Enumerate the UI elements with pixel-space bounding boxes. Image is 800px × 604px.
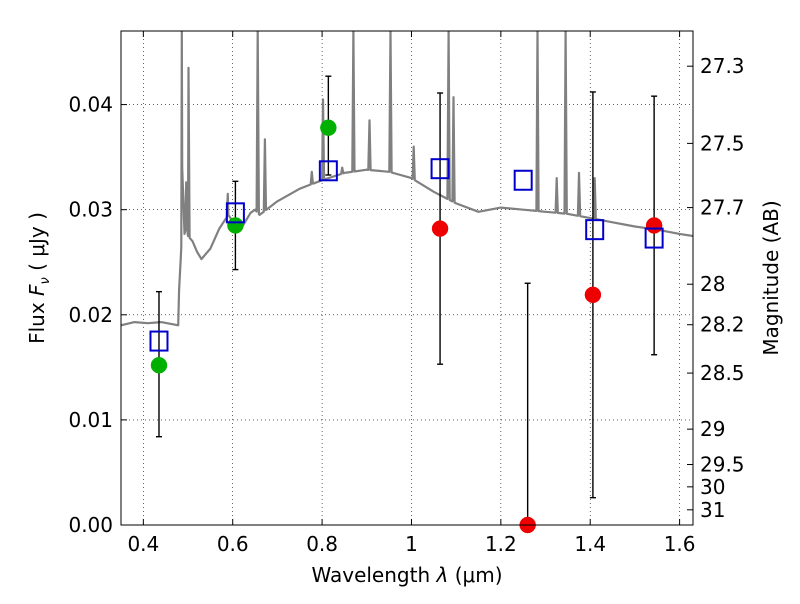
y-tick-label: 0.02 bbox=[68, 303, 113, 327]
y-tick-label: 0.01 bbox=[68, 408, 113, 432]
x-tick-label: 1.2 bbox=[485, 532, 517, 556]
model-photometry-square bbox=[430, 158, 450, 180]
right-tick-label: 29.5 bbox=[700, 453, 745, 477]
model-photometry-square bbox=[644, 227, 664, 249]
x-tick-label: 1.6 bbox=[664, 532, 696, 556]
x-axis-label: Wavelength λ (μm) bbox=[311, 563, 502, 587]
right-y-axis-label: Magnitude (AB) bbox=[759, 200, 783, 355]
template-spectrum-layer bbox=[121, 31, 693, 327]
model-photometry-square bbox=[585, 219, 605, 241]
model-photometry-square bbox=[225, 202, 245, 224]
axis-ticks: 0.4 0.6 0.8 1 1.2 1.4 1.6 0.00 0.01 0.02 0.03 0.04 2… bbox=[68, 31, 745, 556]
flux-point-detection bbox=[320, 119, 337, 136]
right-tick-label: 28 bbox=[700, 272, 725, 296]
right-tick-label: 29 bbox=[700, 417, 725, 441]
flux-point-detection bbox=[150, 356, 168, 374]
right-tick-label: 28.2 bbox=[700, 313, 745, 337]
flux-point-nondetection bbox=[431, 220, 449, 237]
x-tick-label: 1 bbox=[405, 532, 418, 556]
x-tick-label: 0.4 bbox=[127, 532, 159, 556]
model-photometry-square bbox=[318, 160, 338, 182]
y-axis-label: Flux Fν ( μJy ) bbox=[25, 212, 53, 344]
x-tick-label: 1.4 bbox=[574, 532, 606, 556]
y-tick-label: 0.04 bbox=[68, 93, 113, 117]
flux-point-nondetection bbox=[584, 286, 602, 304]
y-tick-label: 0.00 bbox=[68, 513, 113, 537]
x-tick-label: 0.6 bbox=[217, 532, 249, 556]
flux-point-detection bbox=[227, 217, 244, 234]
right-tick-label: 27.5 bbox=[700, 131, 745, 155]
right-tick-label: 27.7 bbox=[700, 196, 745, 220]
y-tick-label: 0.03 bbox=[68, 198, 113, 222]
right-tick-label: 31 bbox=[700, 498, 725, 522]
plot-frame bbox=[120, 30, 694, 526]
right-tick-label: 27.3 bbox=[700, 54, 745, 78]
x-tick-label: 0.8 bbox=[306, 532, 338, 556]
right-tick-label: 28.5 bbox=[700, 361, 745, 385]
flux-point-nondetection bbox=[645, 217, 663, 234]
template-spectrum-line bbox=[121, 31, 693, 327]
right-tick-label: 30 bbox=[700, 475, 725, 499]
model-photometry-square bbox=[513, 169, 533, 191]
model-photometry-square bbox=[149, 330, 169, 352]
